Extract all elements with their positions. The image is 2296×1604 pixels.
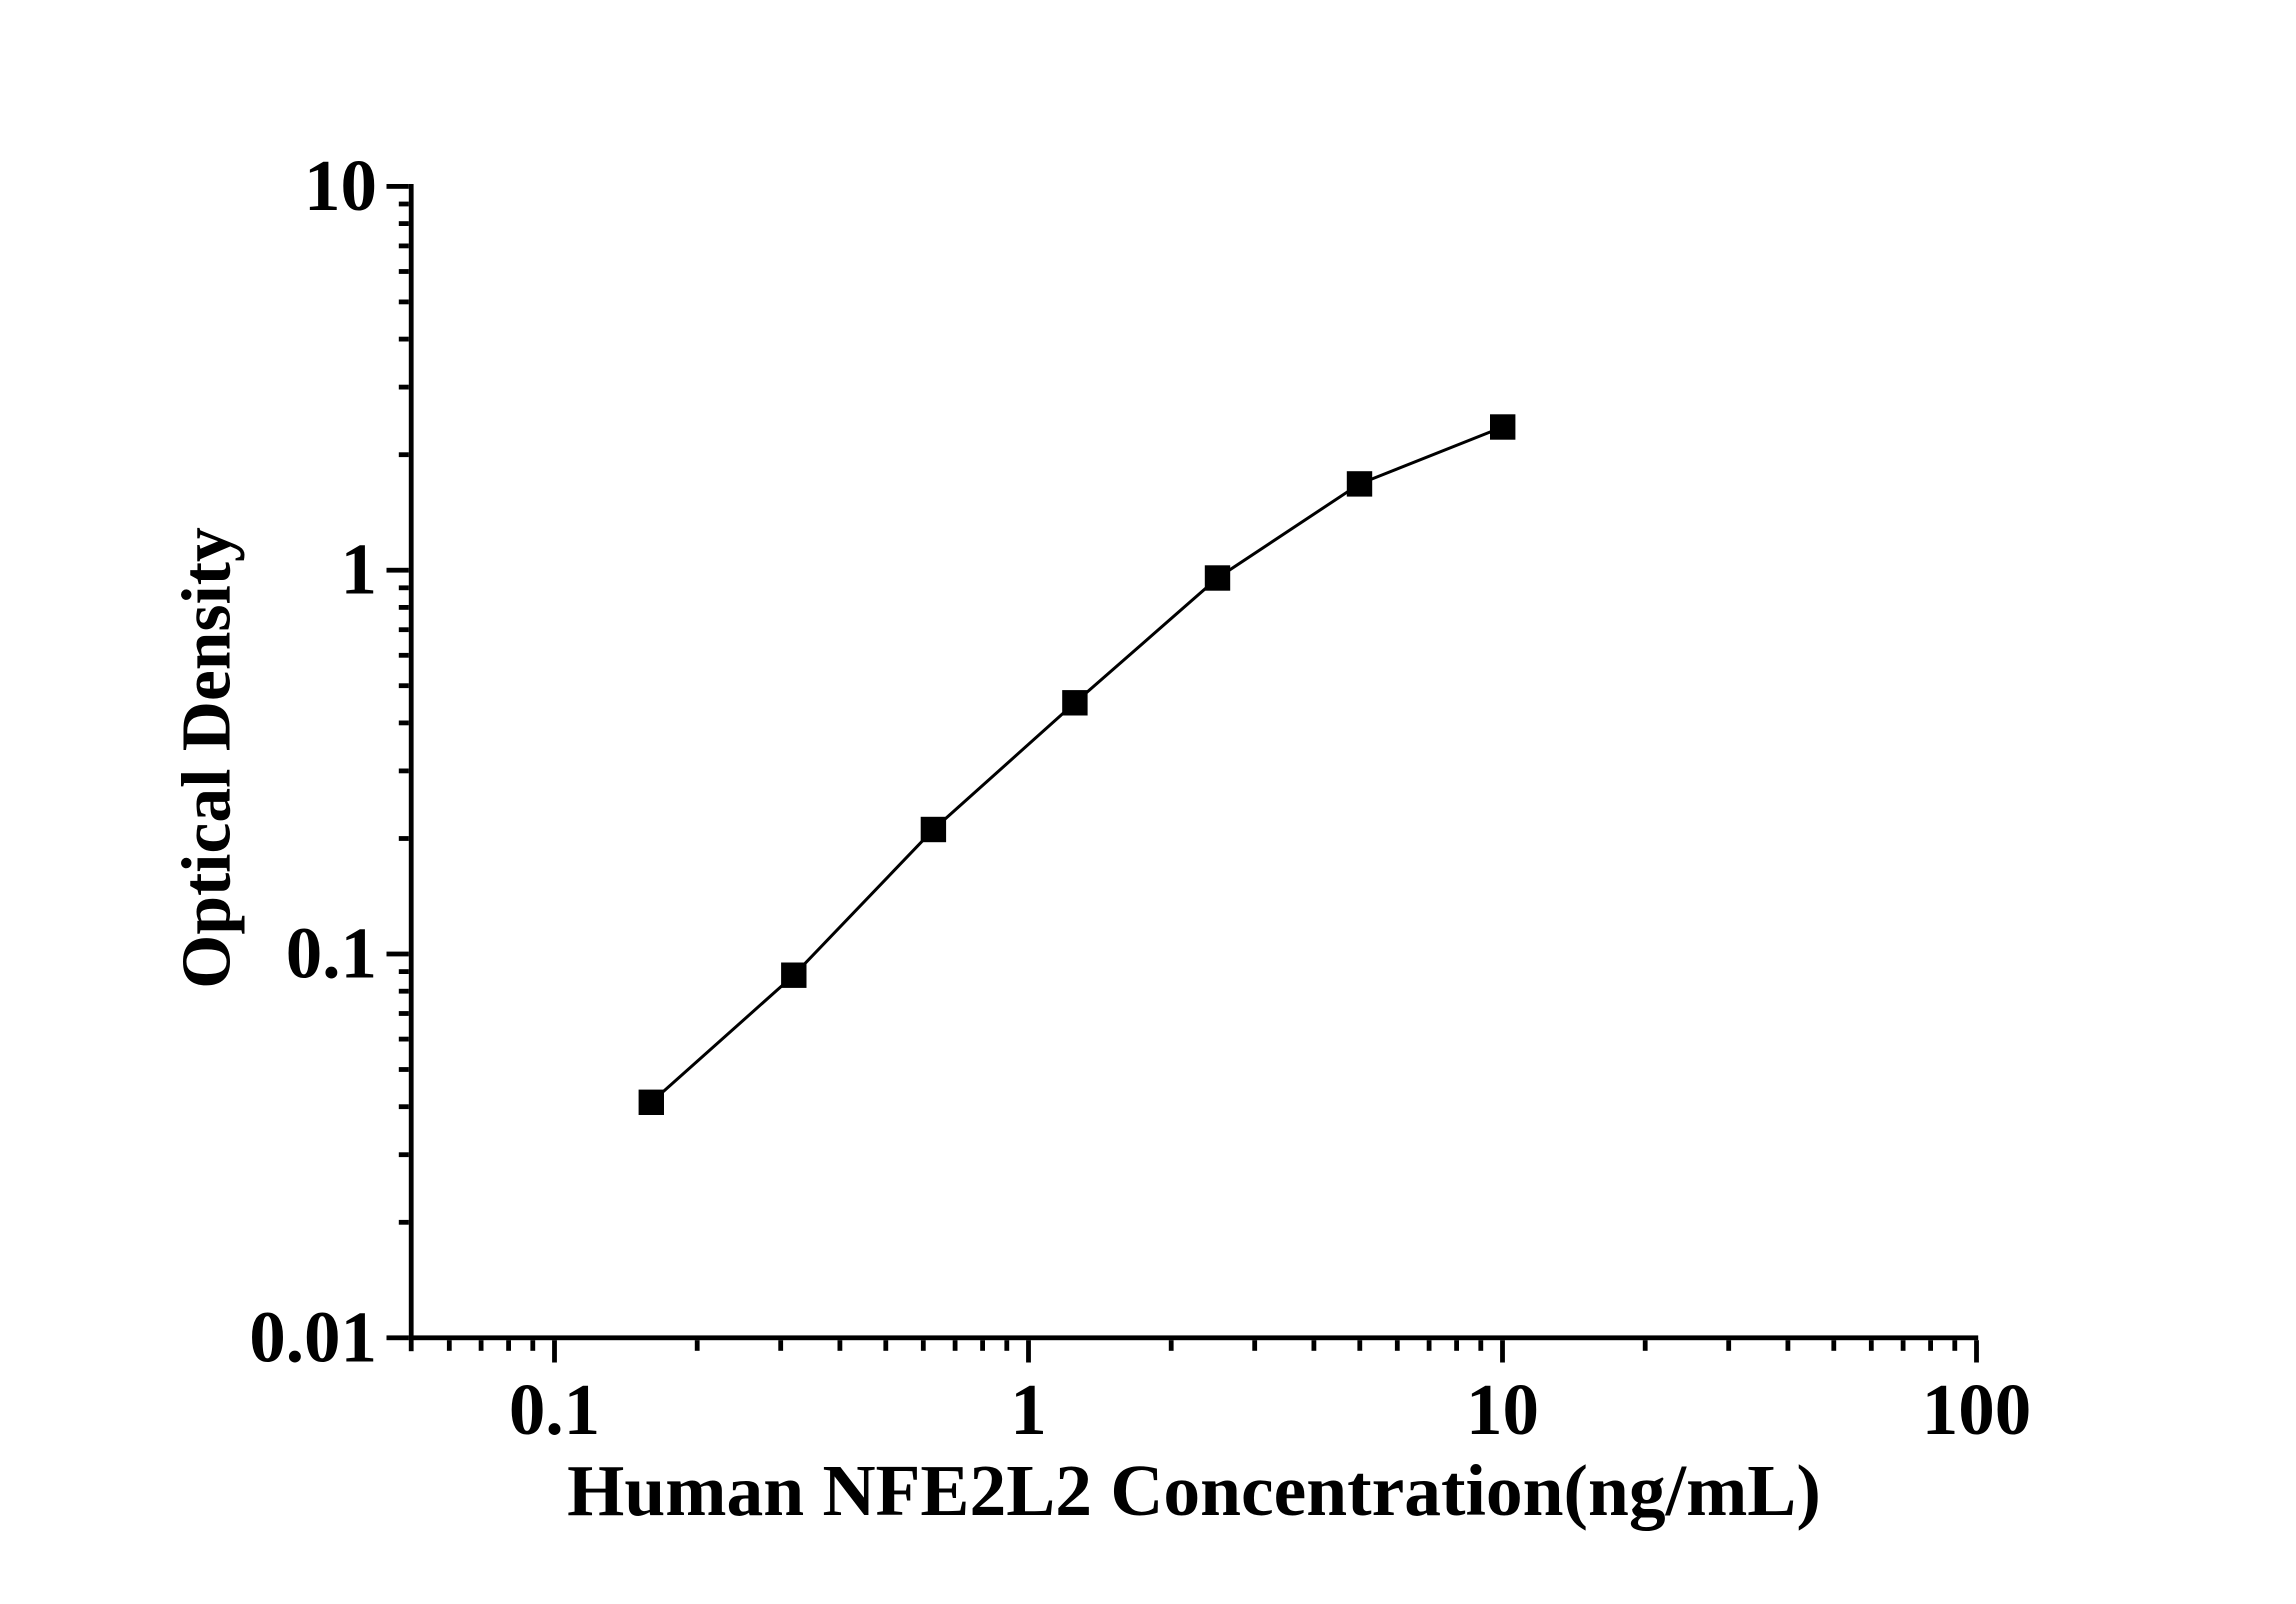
svg-text:10: 10 (304, 145, 377, 226)
svg-text:0.01: 0.01 (249, 1296, 377, 1377)
svg-text:100: 100 (1922, 1369, 2032, 1450)
svg-text:10: 10 (1466, 1369, 1539, 1450)
svg-text:Optical Density: Optical Density (169, 527, 246, 989)
svg-text:1: 1 (341, 529, 378, 610)
svg-text:0.1: 0.1 (509, 1369, 600, 1450)
svg-text:0.1: 0.1 (286, 913, 377, 994)
svg-text:1: 1 (1010, 1369, 1047, 1450)
svg-text:Human NFE2L2 Concentration(ng/: Human NFE2L2 Concentration(ng/mL) (567, 1450, 1821, 1531)
